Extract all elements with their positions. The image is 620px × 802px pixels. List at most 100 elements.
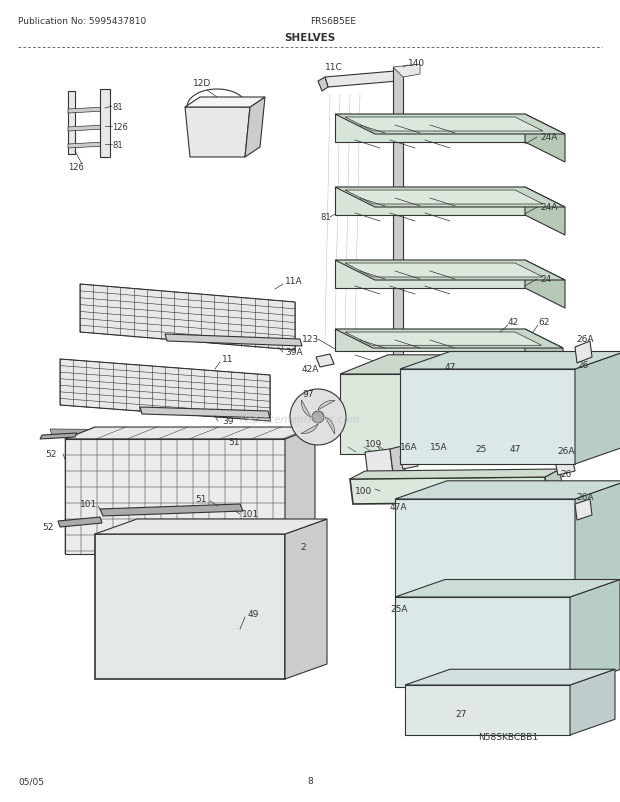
Polygon shape bbox=[301, 400, 311, 418]
Text: 47A: 47A bbox=[390, 503, 407, 512]
Polygon shape bbox=[350, 477, 548, 504]
Polygon shape bbox=[575, 500, 592, 520]
Polygon shape bbox=[345, 191, 543, 205]
Polygon shape bbox=[545, 469, 563, 502]
Text: 42: 42 bbox=[508, 318, 519, 327]
Polygon shape bbox=[405, 670, 615, 685]
Polygon shape bbox=[285, 520, 327, 679]
Polygon shape bbox=[335, 261, 525, 289]
Text: 51: 51 bbox=[228, 438, 239, 447]
Polygon shape bbox=[340, 355, 573, 375]
Text: 11: 11 bbox=[222, 355, 234, 364]
Polygon shape bbox=[400, 370, 575, 464]
Polygon shape bbox=[345, 333, 542, 346]
Text: 42A: 42A bbox=[302, 365, 319, 374]
Text: 27: 27 bbox=[455, 710, 466, 719]
Polygon shape bbox=[58, 517, 102, 528]
Polygon shape bbox=[100, 90, 110, 158]
Text: 24: 24 bbox=[540, 275, 551, 284]
Polygon shape bbox=[65, 427, 315, 439]
Text: 24A: 24A bbox=[540, 133, 557, 142]
Polygon shape bbox=[318, 401, 335, 411]
Text: 8: 8 bbox=[307, 776, 313, 785]
Polygon shape bbox=[285, 427, 315, 554]
Polygon shape bbox=[60, 359, 270, 422]
Text: 26: 26 bbox=[577, 361, 588, 370]
Polygon shape bbox=[65, 439, 285, 554]
Polygon shape bbox=[185, 107, 250, 158]
Polygon shape bbox=[95, 520, 327, 534]
Text: 81: 81 bbox=[112, 103, 123, 111]
Polygon shape bbox=[390, 447, 405, 473]
Text: 25A: 25A bbox=[390, 605, 407, 614]
Polygon shape bbox=[335, 115, 565, 135]
Polygon shape bbox=[400, 352, 620, 370]
Text: 11A: 11A bbox=[285, 277, 303, 286]
Polygon shape bbox=[395, 500, 575, 599]
Polygon shape bbox=[50, 429, 282, 437]
Polygon shape bbox=[335, 188, 525, 216]
Polygon shape bbox=[185, 98, 265, 107]
Text: 109: 109 bbox=[365, 440, 383, 449]
Polygon shape bbox=[555, 457, 575, 476]
Polygon shape bbox=[345, 264, 543, 277]
Polygon shape bbox=[40, 433, 77, 439]
Text: 51: 51 bbox=[195, 495, 206, 504]
Polygon shape bbox=[575, 481, 620, 599]
Polygon shape bbox=[395, 481, 620, 500]
Text: 123: 123 bbox=[302, 335, 319, 344]
Polygon shape bbox=[325, 72, 398, 88]
Polygon shape bbox=[335, 261, 565, 281]
Polygon shape bbox=[395, 597, 570, 687]
Polygon shape bbox=[325, 418, 335, 435]
Text: N58SKBCBB1: N58SKBCBB1 bbox=[478, 732, 538, 742]
Polygon shape bbox=[68, 107, 105, 114]
Polygon shape bbox=[400, 455, 418, 469]
Text: 26: 26 bbox=[560, 470, 572, 479]
Text: 05/05: 05/05 bbox=[18, 776, 44, 785]
Text: 39: 39 bbox=[222, 417, 234, 426]
Polygon shape bbox=[260, 539, 298, 555]
Polygon shape bbox=[245, 98, 265, 158]
Polygon shape bbox=[525, 261, 565, 309]
Polygon shape bbox=[395, 580, 620, 597]
Polygon shape bbox=[145, 447, 262, 453]
Text: 62: 62 bbox=[538, 318, 549, 327]
Text: FRS6B5EE: FRS6B5EE bbox=[310, 18, 356, 26]
Polygon shape bbox=[525, 330, 563, 371]
Polygon shape bbox=[345, 118, 543, 132]
Text: 52: 52 bbox=[45, 450, 56, 459]
Polygon shape bbox=[335, 330, 563, 349]
Polygon shape bbox=[316, 354, 334, 367]
Polygon shape bbox=[525, 188, 565, 236]
Text: Publication No: 5995437810: Publication No: 5995437810 bbox=[18, 18, 146, 26]
Polygon shape bbox=[301, 424, 318, 434]
Polygon shape bbox=[335, 188, 565, 208]
Text: 12D: 12D bbox=[193, 79, 211, 87]
Polygon shape bbox=[525, 115, 565, 163]
Text: 39A: 39A bbox=[285, 348, 303, 357]
Polygon shape bbox=[570, 670, 615, 735]
Polygon shape bbox=[95, 534, 285, 679]
Polygon shape bbox=[80, 285, 295, 350]
Polygon shape bbox=[350, 469, 560, 480]
Polygon shape bbox=[393, 65, 420, 78]
Text: 26A: 26A bbox=[557, 447, 575, 456]
Circle shape bbox=[290, 390, 346, 445]
Text: 11C: 11C bbox=[325, 63, 343, 71]
Text: 52: 52 bbox=[42, 523, 53, 532]
Text: 16A: 16A bbox=[400, 443, 418, 452]
Polygon shape bbox=[365, 449, 393, 476]
Polygon shape bbox=[335, 330, 525, 351]
Polygon shape bbox=[335, 115, 525, 143]
Text: 49: 49 bbox=[248, 610, 259, 618]
Polygon shape bbox=[68, 92, 75, 155]
Text: SHELVES: SHELVES bbox=[285, 33, 335, 43]
Text: 100: 100 bbox=[355, 487, 372, 496]
Polygon shape bbox=[393, 68, 403, 379]
Polygon shape bbox=[165, 334, 302, 346]
Text: 81: 81 bbox=[320, 213, 330, 222]
Text: 2: 2 bbox=[300, 543, 306, 552]
Text: 140: 140 bbox=[408, 59, 425, 67]
Text: 47: 47 bbox=[510, 445, 521, 454]
